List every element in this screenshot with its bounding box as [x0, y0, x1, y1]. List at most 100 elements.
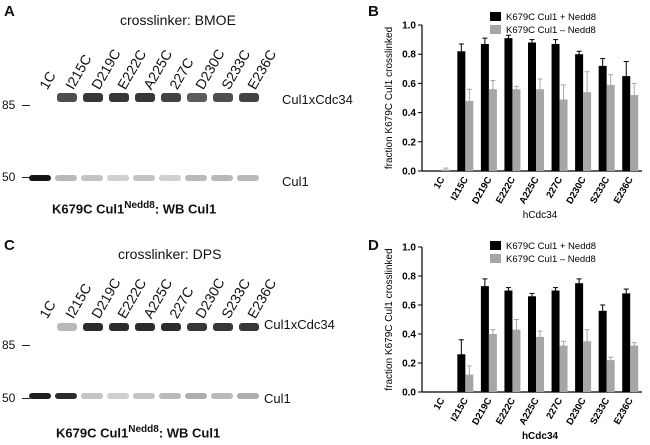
x-tick-label: S233C — [588, 175, 612, 206]
bar-plus-nedd8 — [575, 283, 584, 392]
panel-d-bar-chart: 0.0 0.2 0.4 0.6 0.8 1.0 fraction K679C Cul1 cr… — [384, 241, 642, 442]
bar-minus-nedd8 — [630, 95, 639, 171]
panel-a-caption-tail: : WB Cul1 — [154, 201, 217, 217]
bar-plus-nedd8 — [528, 296, 536, 392]
y-tick-label: 0.8 — [402, 272, 416, 283]
crosslink-band — [83, 323, 103, 331]
panel-c-mw-50-tick — [22, 398, 30, 399]
panel-c-caption-main: K679C Cul1 — [56, 425, 129, 441]
legend-label: K679C Cul1 – Nedd8 — [506, 25, 596, 36]
cul1-band — [133, 393, 155, 399]
cul1-band — [159, 175, 181, 181]
x-tick-label: 227C — [544, 396, 565, 421]
legend-swatch — [490, 241, 501, 250]
y-axis-label: fraction K679C Cul1 crosslinked — [384, 248, 395, 390]
panel-c-caption-tail: : WB Cul1 — [158, 425, 221, 441]
bar-plus-nedd8 — [528, 42, 536, 171]
cul1-band — [55, 393, 77, 399]
legend-swatch — [490, 254, 501, 263]
cul1-band — [107, 393, 129, 399]
y-tick-label: 0.2 — [402, 137, 416, 148]
y-tick-label: 0.4 — [402, 108, 416, 119]
crosslink-band — [239, 93, 259, 102]
bar-minus-nedd8 — [630, 345, 639, 392]
panel-a-mw-85: 85 — [2, 98, 16, 112]
x-tick-label: 227C — [544, 175, 565, 200]
panel-b-bar-chart: 0.0 0.2 0.4 0.6 0.8 1.0 fraction K679C Cul1 cr… — [384, 12, 642, 221]
y-tick-label: 1.0 — [402, 21, 416, 32]
bar-plus-nedd8 — [480, 286, 489, 392]
y-tick-label: 0.4 — [402, 330, 416, 341]
cul1-band — [133, 175, 155, 181]
x-tick-label: D219C — [470, 396, 494, 427]
legend-label: K679C Cul1 – Nedd8 — [506, 254, 596, 265]
panel-c-letter: C — [4, 237, 15, 254]
panel-a-mw-85-tick — [22, 105, 30, 106]
cul1-band — [185, 393, 207, 399]
panel-a-caption-sup: Nedd8 — [124, 200, 155, 211]
cul1-band — [211, 175, 233, 181]
bar-plus-nedd8 — [622, 293, 631, 392]
x-axis-label: hCdc34 — [523, 210, 558, 221]
x-tick-label: I215C — [449, 396, 471, 424]
panel-a-band-label-cul1: Cul1 — [282, 174, 309, 189]
panel-a-caption-main: K679C Cul1 — [52, 201, 125, 217]
crosslink-band — [135, 93, 155, 102]
y-tick-label: 0.2 — [402, 359, 416, 370]
panel-c-mw-85-tick — [22, 345, 30, 346]
bar-minus-nedd8 — [536, 89, 544, 171]
panel-a-band-label-crosslink: Cul1xCdc34 — [282, 92, 353, 107]
bar-plus-nedd8 — [504, 38, 513, 171]
y-axis-label: fraction K679C Cul1 crosslinked — [384, 27, 395, 169]
x-tick-label: D230C — [564, 175, 588, 206]
cul1-band — [159, 393, 181, 399]
crosslink-band — [161, 93, 181, 102]
cul1-band — [237, 175, 259, 181]
x-tick-label: A225C — [517, 396, 541, 427]
y-tick-label: 0.6 — [402, 79, 416, 90]
bar-plus-nedd8 — [598, 310, 607, 392]
bar-plus-nedd8 — [598, 65, 607, 171]
panel-c-caption: K679C Cul1Nedd8: WB Cul1 — [56, 424, 220, 440]
x-axis-label: hCdc34 — [522, 431, 559, 442]
lane-label-1c: 1C — [36, 297, 59, 321]
crosslink-band — [109, 93, 129, 102]
bar-plus-nedd8 — [504, 290, 513, 392]
lane-label-i215c: I215C — [62, 280, 95, 321]
x-tick-label: E236C — [612, 175, 636, 206]
x-tick-label: D230C — [564, 396, 588, 427]
y-tick-label: 0.0 — [402, 167, 416, 178]
x-tick-label: A225C — [517, 175, 541, 206]
legend-swatch — [490, 25, 501, 34]
panel-a-caption: K679C Cul1Nedd8: WB Cul1 — [52, 200, 216, 216]
y-tick-label: 0.6 — [402, 301, 416, 312]
crosslink-band — [57, 323, 77, 331]
bar-plus-nedd8 — [551, 290, 560, 392]
bar-plus-nedd8 — [575, 54, 584, 172]
legend-swatch — [490, 12, 501, 21]
panel-a-mw-50: 50 — [2, 170, 16, 184]
legend-label: K679C Cul1 + Nedd8 — [506, 12, 596, 23]
bar-minus-nedd8 — [536, 336, 544, 392]
bar-minus-nedd8 — [512, 329, 521, 392]
cul1-band — [55, 175, 77, 181]
x-tick-label: E236C — [612, 396, 636, 427]
panel-c-mw-85: 85 — [2, 338, 16, 352]
y-tick-label: 0.8 — [402, 50, 416, 61]
cul1-band — [81, 175, 103, 181]
panel-c-band-label-crosslink: Cul1xCdc34 — [264, 317, 335, 332]
x-tick-label: 1C — [432, 396, 448, 412]
cul1-band — [81, 393, 103, 399]
bar-minus-nedd8 — [488, 334, 497, 392]
bar-plus-nedd8 — [622, 76, 631, 171]
cul1-band — [211, 393, 233, 399]
bar-minus-nedd8 — [583, 92, 592, 171]
crosslink-band — [187, 323, 207, 331]
panel-c-mw-50: 50 — [2, 391, 16, 405]
x-tick-label: E222C — [494, 396, 518, 427]
bar-minus-nedd8 — [465, 100, 474, 171]
bar-minus-nedd8 — [512, 89, 521, 171]
x-tick-label: 1C — [432, 175, 448, 191]
bar-minus-nedd8 — [583, 341, 592, 392]
x-tick-label: E222C — [494, 175, 518, 206]
